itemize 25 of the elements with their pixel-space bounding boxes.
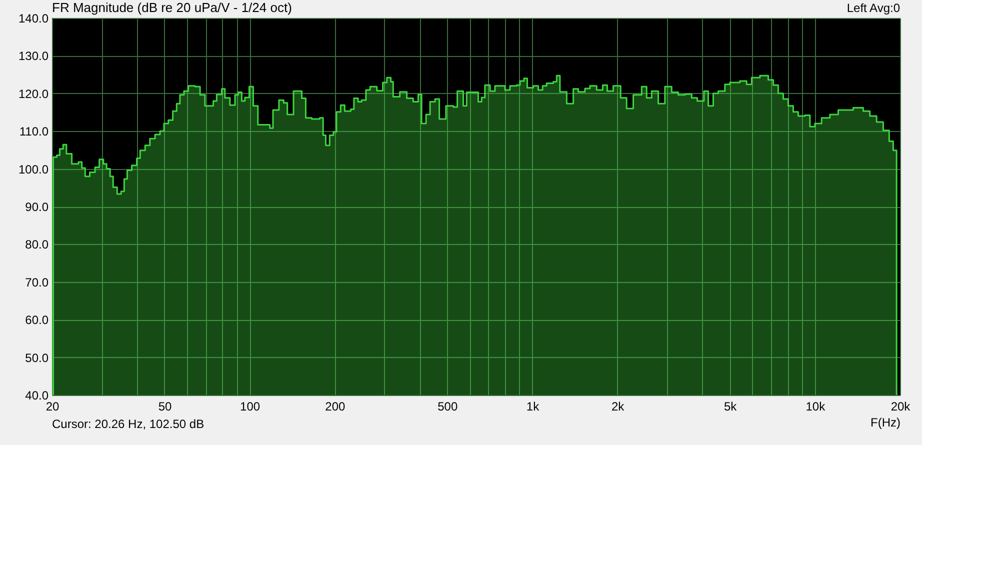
x-tick-label: 50 — [158, 400, 172, 414]
x-tick-label: 100 — [240, 400, 260, 414]
y-tick-label: 80.0 — [25, 238, 49, 252]
y-tick-label: 70.0 — [25, 275, 49, 290]
y-tick-label: 140.0 — [18, 12, 49, 26]
x-tick-label: 500 — [438, 400, 458, 414]
x-tick-label: 1k — [526, 400, 540, 414]
y-tick-label: 120.0 — [18, 86, 49, 101]
y-tick-label: 40.0 — [25, 388, 49, 402]
text: Cursor: 20.26 Hz, 102.50 dB — [52, 417, 204, 431]
y-tick-label: 50.0 — [25, 350, 49, 365]
y-tick-label: 110.0 — [19, 124, 49, 139]
x-tick-label: 2k — [611, 400, 626, 414]
chart-title: FR Magnitude (dB re 20 uPa/V - 1/24 oct) — [52, 0, 292, 15]
x-tick-label: 20k — [890, 400, 912, 414]
y-tick-label: 100.0 — [18, 162, 49, 176]
y-tick-label: 60.0 — [25, 313, 49, 328]
y-tick-label: 130.0 — [18, 49, 49, 64]
x-tick-label: 5k — [724, 400, 738, 414]
text: Left Avg:0 — [846, 1, 900, 15]
x-tick-label: 200 — [325, 400, 346, 414]
x-tick-label: 20 — [46, 400, 60, 414]
x-axis-title: F(Hz) — [870, 416, 900, 430]
y-tick-label: 90.0 — [25, 200, 49, 214]
x-tick-label: 10k — [806, 400, 826, 414]
